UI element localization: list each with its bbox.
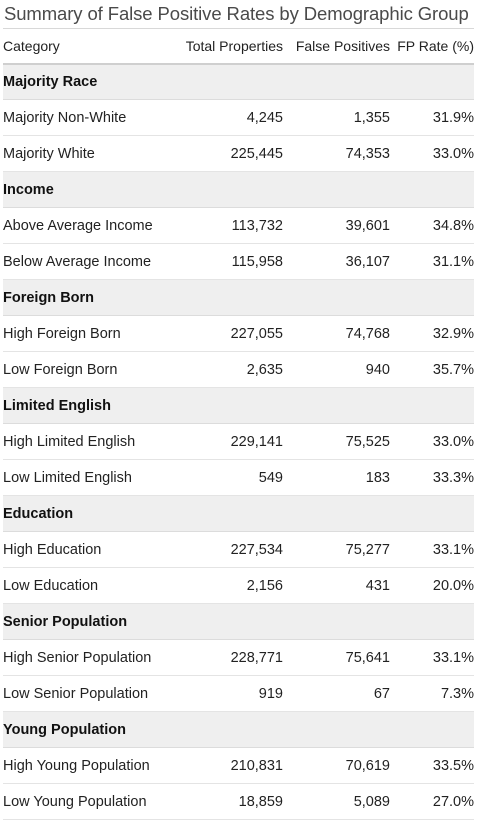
cell-false-positives: 940 — [283, 351, 390, 388]
cell-category: Majority Non-White — [3, 99, 171, 136]
table-body: Majority Race Majority Non-White 4,245 1,35… — [3, 63, 474, 820]
cell-false-positives: 67 — [283, 675, 390, 712]
table-row: Low Young Population 18,859 5,089 27.0% — [3, 783, 474, 820]
cell-total-properties: 210,831 — [171, 747, 283, 784]
cell-total-properties: 227,055 — [171, 315, 283, 352]
cell-fp-rate: 27.0% — [390, 783, 474, 820]
cell-false-positives: 70,619 — [283, 747, 390, 784]
group-label: Young Population — [3, 711, 474, 748]
group-row: Senior Population — [3, 603, 474, 640]
cell-category: Low Foreign Born — [3, 351, 171, 388]
cell-fp-rate: 7.3% — [390, 675, 474, 712]
header-row: Category Total Properties False Positive… — [3, 28, 474, 65]
cell-false-positives: 183 — [283, 459, 390, 496]
summary-table: Category Total Properties False Positive… — [3, 28, 474, 820]
table-row: Low Limited English 549 183 33.3% — [3, 459, 474, 496]
cell-total-properties: 113,732 — [171, 207, 283, 244]
cell-false-positives: 36,107 — [283, 243, 390, 280]
cell-total-properties: 229,141 — [171, 423, 283, 460]
table-row: High Young Population 210,831 70,619 33.5% — [3, 747, 474, 784]
cell-category: Low Senior Population — [3, 675, 171, 712]
cell-category: Above Average Income — [3, 207, 171, 244]
cell-false-positives: 75,641 — [283, 639, 390, 676]
cell-total-properties: 2,156 — [171, 567, 283, 604]
table-row: High Senior Population 228,771 75,641 33.1% — [3, 639, 474, 676]
cell-fp-rate: 31.9% — [390, 99, 474, 136]
group-label: Foreign Born — [3, 279, 474, 316]
cell-fp-rate: 34.8% — [390, 207, 474, 244]
table-row: Majority Non-White 4,245 1,355 31.9% — [3, 99, 474, 136]
cell-total-properties: 18,859 — [171, 783, 283, 820]
cell-fp-rate: 33.0% — [390, 423, 474, 460]
table-row: Majority White 225,445 74,353 33.0% — [3, 135, 474, 172]
cell-category: High Senior Population — [3, 639, 171, 676]
cell-fp-rate: 31.1% — [390, 243, 474, 280]
group-label: Income — [3, 171, 474, 208]
table-header: Category Total Properties False Positive… — [3, 28, 474, 65]
table-row: Low Senior Population 919 67 7.3% — [3, 675, 474, 712]
table-row: High Limited English 229,141 75,525 33.0% — [3, 423, 474, 460]
cell-fp-rate: 33.3% — [390, 459, 474, 496]
group-row: Foreign Born — [3, 279, 474, 316]
cell-category: Low Young Population — [3, 783, 171, 820]
cell-category: High Education — [3, 531, 171, 568]
cell-false-positives: 74,768 — [283, 315, 390, 352]
cell-total-properties: 919 — [171, 675, 283, 712]
cell-fp-rate: 33.1% — [390, 531, 474, 568]
cell-total-properties: 227,534 — [171, 531, 283, 568]
cell-fp-rate: 32.9% — [390, 315, 474, 352]
table-row: Low Foreign Born 2,635 940 35.7% — [3, 351, 474, 388]
table-row: Below Average Income 115,958 36,107 31.1% — [3, 243, 474, 280]
cell-category: High Young Population — [3, 747, 171, 784]
cell-false-positives: 39,601 — [283, 207, 390, 244]
column-header-fp-rate: FP Rate (%) — [390, 28, 474, 65]
cell-false-positives: 75,277 — [283, 531, 390, 568]
summary-table-container: Summary of False Positive Rates by Demog… — [3, 0, 479, 820]
cell-total-properties: 549 — [171, 459, 283, 496]
cell-total-properties: 225,445 — [171, 135, 283, 172]
table-row: Above Average Income 113,732 39,601 34.8% — [3, 207, 474, 244]
cell-total-properties: 4,245 — [171, 99, 283, 136]
table-row: High Education 227,534 75,277 33.1% — [3, 531, 474, 568]
cell-category: High Limited English — [3, 423, 171, 460]
cell-category: Majority White — [3, 135, 171, 172]
group-row: Limited English — [3, 387, 474, 424]
group-row: Young Population — [3, 711, 474, 748]
cell-fp-rate: 20.0% — [390, 567, 474, 604]
cell-false-positives: 5,089 — [283, 783, 390, 820]
cell-category: Low Education — [3, 567, 171, 604]
cell-total-properties: 228,771 — [171, 639, 283, 676]
cell-category: Below Average Income — [3, 243, 171, 280]
group-row: Majority Race — [3, 63, 474, 100]
group-label: Education — [3, 495, 474, 532]
cell-false-positives: 75,525 — [283, 423, 390, 460]
table-title: Summary of False Positive Rates by Demog… — [4, 3, 469, 24]
group-row: Income — [3, 171, 474, 208]
cell-total-properties: 2,635 — [171, 351, 283, 388]
cell-total-properties: 115,958 — [171, 243, 283, 280]
table-row: High Foreign Born 227,055 74,768 32.9% — [3, 315, 474, 352]
table-row: Low Education 2,156 431 20.0% — [3, 567, 474, 604]
column-header-false-positives: False Positives — [283, 28, 390, 65]
cell-category: Low Limited English — [3, 459, 171, 496]
cell-fp-rate: 33.1% — [390, 639, 474, 676]
cell-false-positives: 1,355 — [283, 99, 390, 136]
cell-fp-rate: 33.0% — [390, 135, 474, 172]
cell-false-positives: 431 — [283, 567, 390, 604]
group-label: Majority Race — [3, 63, 474, 100]
cell-fp-rate: 33.5% — [390, 747, 474, 784]
group-row: Education — [3, 495, 474, 532]
cell-fp-rate: 35.7% — [390, 351, 474, 388]
group-label: Senior Population — [3, 603, 474, 640]
cell-category: High Foreign Born — [3, 315, 171, 352]
group-label: Limited English — [3, 387, 474, 424]
column-header-category: Category — [3, 28, 171, 65]
cell-false-positives: 74,353 — [283, 135, 390, 172]
column-header-total-properties: Total Properties — [171, 28, 283, 65]
